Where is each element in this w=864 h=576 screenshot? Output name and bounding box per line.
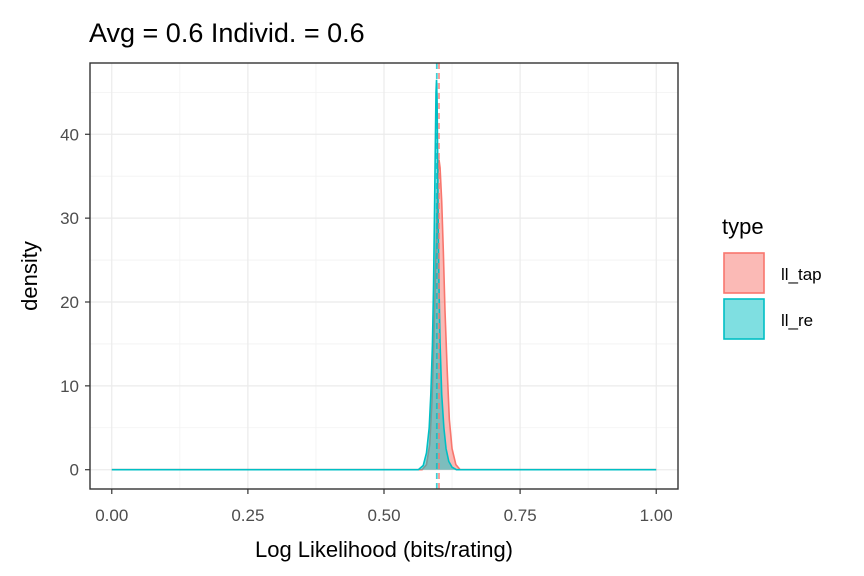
density-line-ll_re (111, 79, 657, 471)
x-tick-label: 1.00 (640, 506, 673, 525)
x-axis-title: Log Likelihood (bits/rating) (255, 537, 513, 562)
legend-label-ll_re: ll_re (781, 311, 813, 330)
y-tick-label: 40 (60, 125, 79, 144)
y-axis-title: density (17, 241, 42, 311)
legend-title: type (722, 214, 764, 239)
legend-key-ll_re (723, 298, 765, 340)
chart-title: Avg = 0.6 Individ. = 0.6 (89, 18, 365, 48)
y-axis: 0 10 20 30 40 (60, 125, 90, 480)
x-tick-label: 0.25 (231, 506, 264, 525)
legend: type ll_tap ll_re (722, 214, 822, 340)
legend-label-ll_tap: ll_tap (781, 265, 822, 284)
x-tick-label: 0.75 (504, 506, 537, 525)
mean-lines (435, 63, 440, 489)
x-axis: 0.00 0.25 0.50 0.75 1.00 (95, 489, 673, 525)
legend-key-ll_tap (723, 252, 765, 294)
y-tick-label: 30 (60, 209, 79, 228)
y-tick-label: 20 (60, 293, 79, 312)
y-tick-label: 10 (60, 377, 79, 396)
x-tick-label: 0.00 (95, 506, 128, 525)
y-tick-label: 0 (70, 461, 79, 480)
x-tick-label: 0.50 (367, 506, 400, 525)
